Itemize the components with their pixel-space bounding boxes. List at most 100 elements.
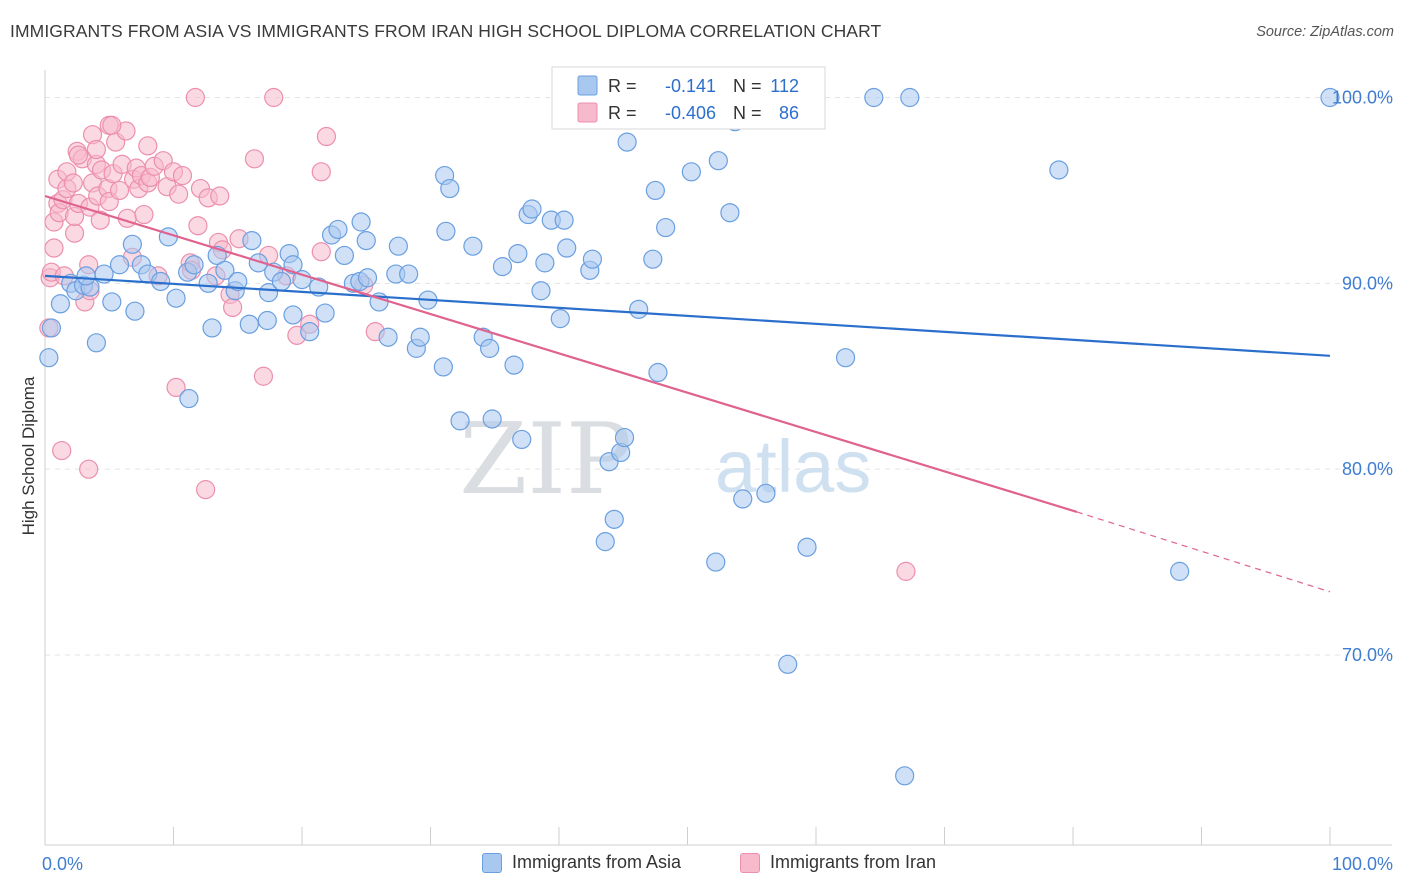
- asia-point: [595, 532, 615, 552]
- chart-title: IMMIGRANTS FROM ASIA VS IMMIGRANTS FROM …: [10, 21, 882, 41]
- legend-swatch-asia-bottom: [482, 852, 502, 873]
- iran-point: [264, 87, 284, 108]
- iran-point: [244, 149, 265, 169]
- asia-point: [102, 292, 122, 312]
- asia-point: [648, 362, 668, 383]
- asia-point: [512, 429, 532, 450]
- legend-item-asia[interactable]: Immigrants from Asia: [482, 852, 681, 873]
- asia-point: [184, 255, 204, 275]
- asia-point: [356, 230, 376, 251]
- asia-point: [39, 348, 59, 368]
- legend-asia-n-label: N =: [733, 76, 762, 96]
- asia-point: [283, 255, 303, 275]
- asia-point: [158, 227, 178, 247]
- asia-point: [1320, 87, 1340, 108]
- asia-point: [706, 552, 726, 572]
- asia-point: [604, 509, 624, 529]
- asia-point: [482, 409, 502, 429]
- asia-point: [1170, 561, 1190, 581]
- asia-point: [388, 236, 408, 256]
- asia-point: [582, 249, 603, 269]
- asia-point: [50, 294, 71, 314]
- asia-point: [228, 271, 248, 292]
- legend-asia-n-value: 112: [770, 76, 799, 96]
- asia-point: [202, 318, 222, 338]
- legend-iran-n-label: N =: [733, 103, 762, 123]
- tick-labels: 70.0% 80.0% 90.0% 100.0% 0.0% 100.0%: [42, 88, 1393, 875]
- asia-point: [410, 327, 430, 347]
- legend-iran-r-value: -0.406: [665, 103, 716, 123]
- iran-point: [138, 136, 158, 156]
- iran-point: [253, 366, 274, 386]
- asia-point: [215, 260, 235, 280]
- asia-point: [271, 271, 292, 292]
- iran-point: [102, 115, 122, 135]
- asia-point: [300, 322, 320, 342]
- asia-point: [440, 178, 460, 199]
- asia-point: [554, 210, 574, 230]
- iran-point: [52, 440, 72, 461]
- asia-point: [41, 318, 62, 338]
- iran-point: [188, 216, 208, 236]
- x-tick-label-min: 0.0%: [42, 854, 83, 874]
- legend-swatch-iran-bottom: [740, 852, 760, 873]
- asia-point: [617, 132, 637, 152]
- series-asia-points: [39, 87, 1340, 786]
- asia-point: [463, 236, 483, 256]
- iran-point: [166, 377, 186, 397]
- asia-point: [629, 299, 649, 319]
- asia-point: [492, 257, 513, 277]
- asia-point: [864, 87, 884, 108]
- iran-point: [86, 139, 107, 160]
- iran-point: [210, 186, 230, 206]
- asia-point: [315, 303, 335, 323]
- legend-label-asia: Immigrants from Asia: [512, 852, 682, 872]
- asia-point: [900, 87, 920, 108]
- trend-lines: [44, 194, 1331, 593]
- asia-point: [257, 310, 277, 331]
- asia-point: [283, 305, 303, 325]
- asia-point: [166, 288, 186, 308]
- legend-iran-r-label: R =: [608, 103, 637, 123]
- asia-point: [399, 264, 419, 284]
- legend-item-iran[interactable]: Immigrants from Iran: [740, 852, 936, 873]
- asia-point: [76, 266, 96, 286]
- iran-point: [44, 238, 64, 258]
- iran-point: [90, 210, 110, 230]
- asia-point: [557, 238, 577, 258]
- y-tick-label: 70.0%: [1342, 645, 1393, 665]
- asia-point: [720, 203, 740, 223]
- asia-point: [122, 234, 142, 254]
- legend-iran-n-value: 86: [779, 103, 799, 123]
- asia-point: [179, 388, 199, 409]
- asia-point: [198, 273, 218, 293]
- asia-trend-line: [44, 274, 1331, 357]
- asia-point: [1049, 160, 1069, 180]
- iran-point: [68, 145, 89, 165]
- y-tick-label: 80.0%: [1342, 459, 1393, 479]
- asia-point: [357, 268, 378, 288]
- legend-label-iran: Immigrants from Iran: [770, 852, 937, 872]
- legend-swatch-asia: [577, 75, 598, 96]
- source-credit: Source: ZipAtlas.com: [1256, 24, 1394, 40]
- axes: [44, 70, 1392, 846]
- y-tick-label: 90.0%: [1342, 273, 1393, 293]
- asia-point: [239, 314, 259, 334]
- asia-point: [895, 766, 915, 786]
- iran-point: [63, 173, 83, 193]
- iran-point: [169, 184, 189, 204]
- asia-point: [480, 338, 500, 358]
- asia-point: [378, 327, 398, 347]
- gridlines: [45, 97, 1392, 656]
- y-tick-label: 100.0%: [1332, 88, 1393, 108]
- asia-point: [151, 271, 171, 292]
- x-tick-label-max: 100.0%: [1332, 854, 1393, 874]
- asia-point: [614, 427, 635, 448]
- legend-asia-r-value: -0.141: [665, 76, 716, 96]
- asia-point: [86, 333, 107, 353]
- asia-point: [778, 654, 798, 674]
- asia-point: [531, 281, 551, 301]
- iran-point: [223, 297, 243, 318]
- asia-point: [508, 244, 528, 264]
